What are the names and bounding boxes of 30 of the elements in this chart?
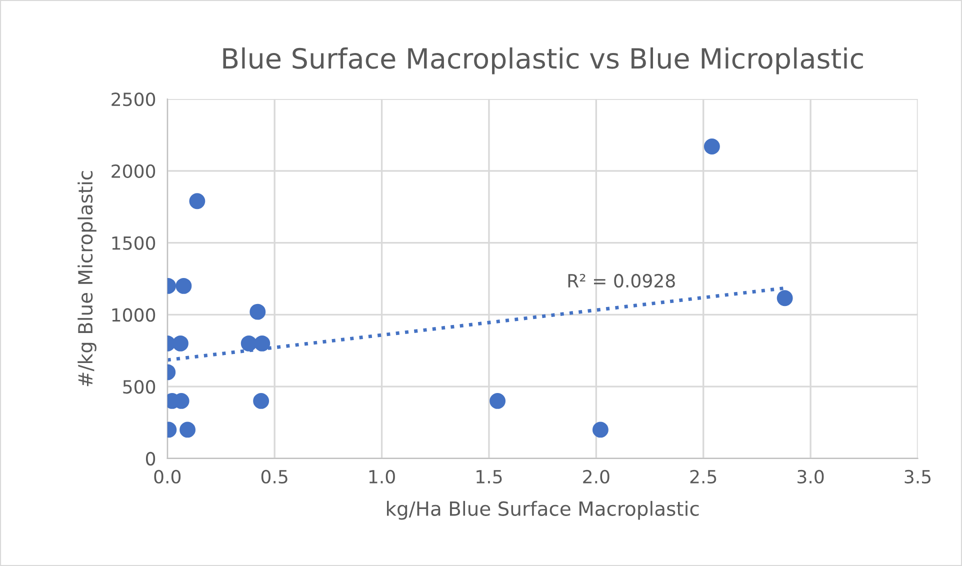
point	[254, 335, 270, 352]
x-tick-label: 1.5	[476, 470, 502, 484]
point	[776, 290, 793, 306]
y-tick-label: 2000	[112, 164, 156, 178]
y-tick-label: 0	[146, 452, 156, 466]
point	[490, 392, 506, 409]
point	[189, 193, 206, 210]
point	[704, 138, 720, 154]
y-tick-label: 2500	[112, 92, 156, 106]
point	[253, 392, 270, 409]
x-tick-label: 2.0	[583, 470, 610, 484]
point	[592, 422, 608, 438]
x-tick-label: 2.5	[690, 470, 716, 484]
point	[180, 422, 196, 438]
point	[176, 278, 192, 294]
y-tick-label: 1000	[112, 308, 156, 322]
y-axis-title: #/kg Blue Microplastic	[78, 171, 96, 386]
annotation: R² = 0.0928	[568, 274, 675, 288]
x-tick-label: 1.0	[369, 470, 395, 484]
x-axis-title: kg/Ha Blue Surface Macroplastic	[386, 500, 699, 520]
point	[172, 335, 188, 352]
y-tick-label: 1500	[112, 236, 156, 250]
chart-title: Blue Surface Macroplastic vs Blue Microplastic	[223, 47, 863, 74]
x-tick-label: 0.0	[154, 470, 181, 484]
point	[240, 335, 257, 352]
y-tick-label: 500	[123, 380, 156, 394]
point	[250, 304, 266, 320]
x-tick-label: 3.5	[904, 470, 931, 484]
x-tick-label: 0.5	[261, 470, 288, 484]
x-tick-label: 3.0	[798, 470, 824, 484]
